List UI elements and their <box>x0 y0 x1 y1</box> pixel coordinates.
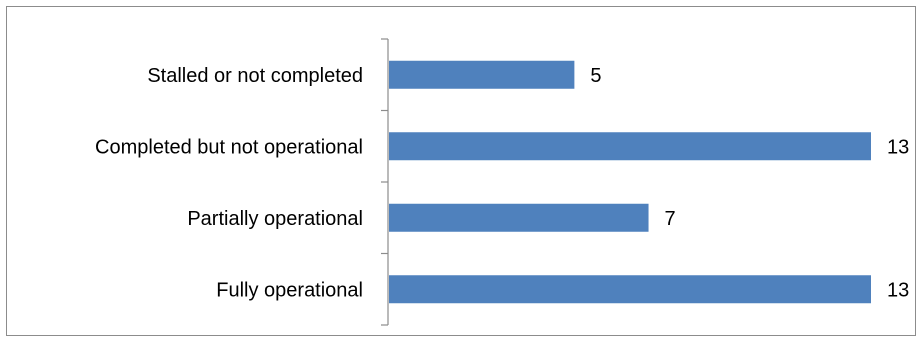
bar <box>389 60 575 89</box>
category-label: Completed but not operational <box>95 136 363 158</box>
category-labels: Stalled or not completed Completed but no… <box>95 65 363 302</box>
value-labels: 5 13 7 13 <box>590 65 909 302</box>
value-label: 7 <box>665 208 676 230</box>
value-label: 5 <box>590 65 601 87</box>
category-label: Fully operational <box>216 279 363 301</box>
bar <box>389 203 649 232</box>
category-label: Partially operational <box>187 208 363 230</box>
bars <box>389 60 871 304</box>
category-label: Stalled or not completed <box>147 65 363 87</box>
value-label: 13 <box>887 279 909 301</box>
category-axis <box>381 38 389 326</box>
value-label: 13 <box>887 136 909 158</box>
bar <box>389 132 871 161</box>
bar <box>389 275 871 304</box>
